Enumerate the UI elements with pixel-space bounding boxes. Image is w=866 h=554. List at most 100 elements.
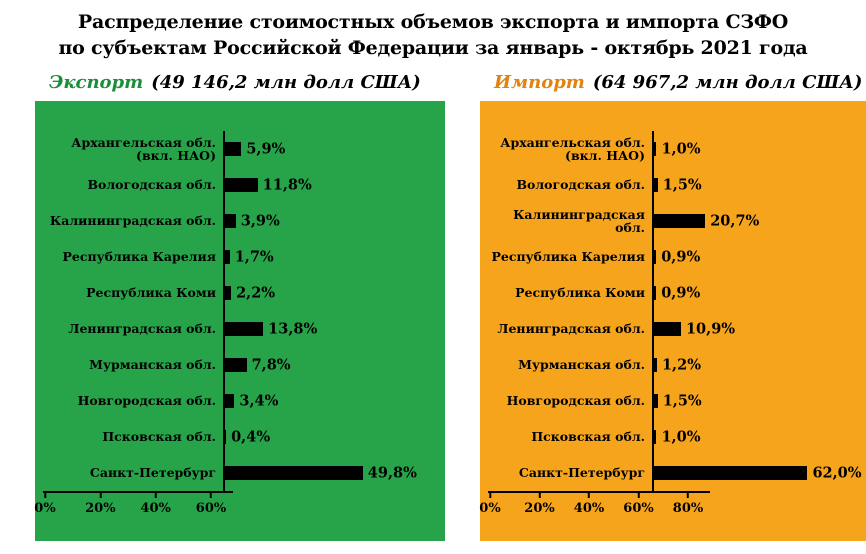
export-x-axis-line bbox=[43, 491, 233, 493]
import-subtitle: Импорт (64 967,2 млн долл США) bbox=[480, 63, 866, 101]
export-section: Экспорт (49 146,2 млн долл США) Архангел… bbox=[34, 63, 445, 541]
export-subtitle-label: Экспорт bbox=[49, 71, 144, 93]
import-x-axis: 0% 20% 40% 60% 80% bbox=[479, 491, 866, 525]
bar-track: 1,0% bbox=[652, 131, 866, 167]
axis-track: 20,7% bbox=[652, 203, 852, 239]
chart-row: Ленинградская обл. 10,9% bbox=[488, 311, 866, 347]
category-label: Вологодская обл. bbox=[87, 177, 216, 193]
bar-value-label: 11,8% bbox=[262, 176, 312, 194]
axis-track: 1,7% bbox=[223, 239, 391, 275]
axis-track: 3,9% bbox=[223, 203, 391, 239]
bar bbox=[225, 250, 230, 264]
bar-value-label: 1,0% bbox=[661, 140, 701, 158]
bar-value-label: 5,9% bbox=[246, 140, 286, 158]
x-tick-label: 40% bbox=[140, 501, 171, 516]
axis-track: 1,5% bbox=[652, 167, 852, 203]
bar-value-label: 49,8% bbox=[367, 464, 417, 482]
bar bbox=[654, 430, 657, 444]
chart-row: Архангельская обл. (вкл. НАО) 5,9% bbox=[43, 131, 445, 167]
category-label: Архангельская обл. (вкл. НАО) bbox=[500, 134, 645, 163]
category-label: Вологодская обл. bbox=[516, 177, 645, 193]
bar-value-label: 1,7% bbox=[234, 248, 274, 266]
chart-row: Архангельская обл. (вкл. НАО) 1,0% bbox=[488, 131, 866, 167]
chart-row: Республика Коми 0,9% bbox=[488, 275, 866, 311]
chart-row: Новгородская обл. 3,4% bbox=[43, 383, 445, 419]
axis-track: 7,8% bbox=[223, 347, 391, 383]
bar bbox=[654, 322, 681, 336]
bar bbox=[225, 286, 232, 300]
bar-track: 49,8% bbox=[223, 455, 445, 491]
axis-track: 0,9% bbox=[652, 275, 852, 311]
x-tick-label: 60% bbox=[623, 501, 654, 516]
export-subtitle: Экспорт (49 146,2 млн долл США) bbox=[35, 63, 445, 101]
chart-row: Новгородская обл. 1,5% bbox=[488, 383, 866, 419]
title-line-1: Распределение стоимостных объемов экспор… bbox=[77, 11, 789, 33]
axis-track: 11,8% bbox=[223, 167, 391, 203]
axis-track: 1,0% bbox=[652, 419, 852, 455]
category-label: Республика Коми bbox=[515, 285, 645, 301]
bar-value-label: 1,5% bbox=[662, 176, 702, 194]
export-bar-rows: Архангельская обл. (вкл. НАО) 5,9% Волог… bbox=[43, 131, 445, 491]
bar-track: 20,7% bbox=[652, 203, 866, 239]
axis-track: 0,4% bbox=[223, 419, 391, 455]
bar-track: 0,9% bbox=[652, 275, 866, 311]
import-bar-rows: Архангельская обл. (вкл. НАО) 1,0% Волог… bbox=[488, 131, 866, 491]
export-x-axis-ticks: 0% 20% 40% 60% bbox=[34, 493, 226, 523]
export-subtitle-value: (49 146,2 млн долл США) bbox=[151, 71, 421, 93]
import-x-axis-ticks: 0% 20% 40% 60% 80% bbox=[479, 493, 703, 523]
bar bbox=[654, 214, 706, 228]
category-label: Псковская обл. bbox=[102, 429, 216, 445]
category-label: Санкт-Петербург bbox=[518, 465, 645, 481]
chart-row: Санкт-Петербург 62,0% bbox=[488, 455, 866, 491]
bar-track: 5,9% bbox=[223, 131, 445, 167]
import-section: Импорт (64 967,2 млн долл США) Архангель… bbox=[479, 63, 866, 541]
bar-track: 2,2% bbox=[223, 275, 445, 311]
axis-track: 10,9% bbox=[652, 311, 852, 347]
bar-value-label: 20,7% bbox=[710, 212, 760, 230]
bar bbox=[654, 142, 657, 156]
bar bbox=[654, 358, 657, 372]
category-label: Архангельская обл. (вкл. НАО) bbox=[71, 134, 216, 163]
bar-track: 1,0% bbox=[652, 419, 866, 455]
chart-row: Республика Карелия 0,9% bbox=[488, 239, 866, 275]
category-label: Новгородская обл. bbox=[506, 393, 645, 409]
bar-value-label: 10,9% bbox=[685, 320, 736, 338]
bar bbox=[225, 178, 258, 192]
bar-track: 11,8% bbox=[223, 167, 445, 203]
chart-row: Мурманская обл. 7,8% bbox=[43, 347, 445, 383]
bar-track: 1,5% bbox=[652, 167, 866, 203]
chart-row: Вологодская обл. 11,8% bbox=[43, 167, 445, 203]
category-label: Санкт-Петербург bbox=[89, 465, 216, 481]
bar-track: 62,0% bbox=[652, 455, 866, 491]
bar bbox=[225, 322, 264, 336]
bar bbox=[225, 466, 363, 480]
chart-row: Вологодская обл. 1,5% bbox=[488, 167, 866, 203]
chart-row: Калининградская обл. 20,7% bbox=[488, 203, 866, 239]
category-label: Республика Карелия bbox=[62, 249, 217, 265]
chart-row: Санкт-Петербург 49,8% bbox=[43, 455, 445, 491]
import-subtitle-value: (64 967,2 млн долл США) bbox=[592, 71, 863, 93]
bar-value-label: 0,4% bbox=[231, 428, 271, 446]
page-title: Распределение стоимостных объемов экспор… bbox=[40, 10, 826, 61]
bar bbox=[225, 214, 236, 228]
chart-row: Мурманская обл. 1,2% bbox=[488, 347, 866, 383]
bar-track: 13,8% bbox=[223, 311, 445, 347]
category-label: Калининградская обл. bbox=[513, 206, 645, 235]
x-tick-label: 0% bbox=[34, 501, 56, 516]
bar-track: 7,8% bbox=[223, 347, 445, 383]
chart-row: Республика Карелия 1,7% bbox=[43, 239, 445, 275]
axis-track: 49,8% bbox=[223, 455, 417, 491]
bar-value-label: 1,0% bbox=[661, 428, 701, 446]
chart-row: Псковская обл. 1,0% bbox=[488, 419, 866, 455]
axis-track: 3,4% bbox=[223, 383, 391, 419]
category-label: Ленинградская обл. bbox=[497, 321, 645, 337]
x-tick-label: 40% bbox=[573, 501, 605, 516]
bar-track: 0,4% bbox=[223, 419, 445, 455]
chart-row: Псковская обл. 0,4% bbox=[43, 419, 445, 455]
bar-track: 1,7% bbox=[223, 239, 445, 275]
bar-track: 1,5% bbox=[652, 383, 866, 419]
x-tick-label: 80% bbox=[672, 501, 704, 516]
bar-value-label: 3,4% bbox=[239, 392, 279, 410]
bar bbox=[654, 394, 658, 408]
bar bbox=[654, 250, 657, 264]
